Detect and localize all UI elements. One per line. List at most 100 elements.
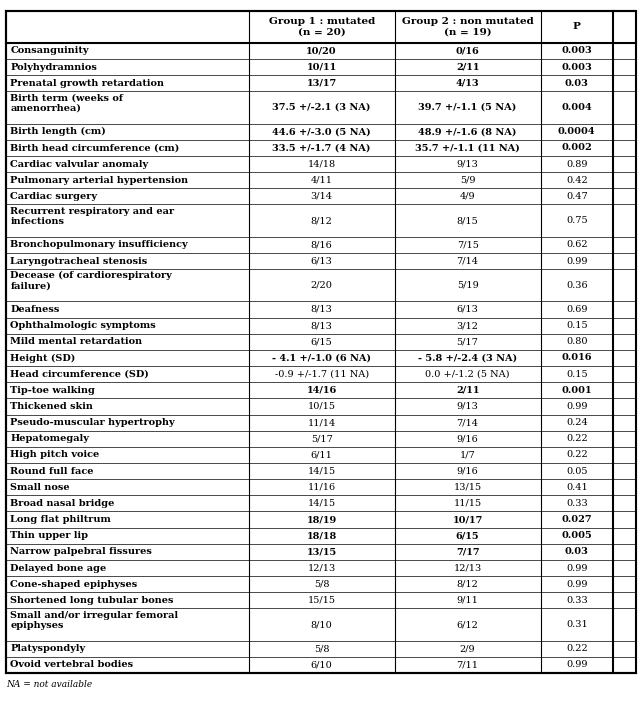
Text: 33.5 +/-1.7 (4 NA): 33.5 +/-1.7 (4 NA): [272, 143, 371, 153]
Text: 5/8: 5/8: [314, 580, 329, 588]
Text: 9/16: 9/16: [456, 467, 478, 475]
Text: 3/12: 3/12: [456, 321, 478, 330]
Text: 7/15: 7/15: [456, 240, 478, 250]
Text: 0.016: 0.016: [562, 354, 592, 363]
Text: Shortened long tubular bones: Shortened long tubular bones: [10, 596, 174, 605]
Text: 0.22: 0.22: [566, 434, 587, 444]
Text: 13/17: 13/17: [306, 79, 337, 88]
Text: 5/17: 5/17: [311, 434, 333, 444]
Text: 0.99: 0.99: [566, 661, 587, 669]
Text: Hepatomegaly: Hepatomegaly: [10, 434, 89, 444]
Text: 0.002: 0.002: [561, 143, 592, 153]
Text: 11/16: 11/16: [308, 483, 336, 491]
Text: 0.0 +/-1.2 (5 NA): 0.0 +/-1.2 (5 NA): [426, 370, 510, 379]
Text: Cardiac surgery: Cardiac surgery: [10, 192, 98, 201]
Text: 0.69: 0.69: [566, 305, 587, 314]
Text: 10/11: 10/11: [306, 63, 337, 72]
Text: 0/16: 0/16: [456, 46, 480, 56]
Text: Tip-toe walking: Tip-toe walking: [10, 386, 95, 395]
Text: 2/20: 2/20: [311, 280, 333, 290]
Text: Mild mental retardation: Mild mental retardation: [10, 337, 143, 347]
Text: Polyhydramnios: Polyhydramnios: [10, 63, 97, 72]
Text: 10/20: 10/20: [306, 46, 337, 56]
Text: 0.005: 0.005: [561, 531, 592, 540]
Text: 0.80: 0.80: [566, 337, 587, 347]
Text: 0.99: 0.99: [566, 564, 587, 572]
Text: 0.24: 0.24: [566, 418, 587, 427]
Text: 14/15: 14/15: [308, 467, 336, 475]
Text: 0.027: 0.027: [562, 515, 592, 524]
Text: 5/19: 5/19: [456, 280, 478, 290]
Text: Thin upper lip: Thin upper lip: [10, 531, 88, 540]
Text: 2/9: 2/9: [460, 645, 476, 653]
Text: Small nose: Small nose: [10, 483, 70, 491]
Text: 0.001: 0.001: [562, 386, 592, 395]
Text: 13/15: 13/15: [306, 548, 337, 556]
Text: Deafness: Deafness: [10, 305, 60, 314]
Text: 48.9 +/-1.6 (8 NA): 48.9 +/-1.6 (8 NA): [419, 127, 517, 136]
Text: 39.7 +/-1.1 (5 NA): 39.7 +/-1.1 (5 NA): [419, 103, 517, 112]
Text: 18/19: 18/19: [306, 515, 337, 524]
Text: 0.05: 0.05: [566, 467, 587, 475]
Text: Pseudo-muscular hypertrophy: Pseudo-muscular hypertrophy: [10, 418, 175, 427]
Text: 14/18: 14/18: [308, 160, 336, 169]
Text: 6/13: 6/13: [456, 305, 478, 314]
Text: 0.36: 0.36: [566, 280, 587, 290]
Text: 44.6 +/-3.0 (5 NA): 44.6 +/-3.0 (5 NA): [272, 127, 371, 136]
Text: Platyspondyly: Platyspondyly: [10, 645, 85, 653]
Text: Pulmonary arterial hypertension: Pulmonary arterial hypertension: [10, 176, 188, 185]
Text: 14/16: 14/16: [306, 386, 337, 395]
Text: 0.15: 0.15: [566, 370, 587, 379]
Text: Broad nasal bridge: Broad nasal bridge: [10, 499, 115, 508]
Text: Head circumference (SD): Head circumference (SD): [10, 370, 149, 379]
Text: 0.0004: 0.0004: [558, 127, 596, 136]
Text: 8/13: 8/13: [311, 305, 333, 314]
Text: Ophthalmologic symptoms: Ophthalmologic symptoms: [10, 321, 156, 330]
Text: 0.004: 0.004: [561, 103, 592, 112]
Text: Birth head circumference (cm): Birth head circumference (cm): [10, 143, 180, 153]
Text: Long flat philtrum: Long flat philtrum: [10, 515, 111, 524]
Text: 12/13: 12/13: [308, 564, 336, 572]
Text: 8/12: 8/12: [311, 216, 333, 225]
Text: Group 2 : non mutated
(n = 19): Group 2 : non mutated (n = 19): [402, 17, 534, 37]
Text: 0.41: 0.41: [566, 483, 587, 491]
Text: 0.62: 0.62: [566, 240, 587, 250]
Text: Cone-shaped epiphyses: Cone-shaped epiphyses: [10, 580, 137, 588]
Text: Height (SD): Height (SD): [10, 354, 76, 363]
Text: 5/8: 5/8: [314, 645, 329, 653]
Text: 4/11: 4/11: [311, 176, 333, 185]
Text: - 4.1 +/-1.0 (6 NA): - 4.1 +/-1.0 (6 NA): [272, 354, 371, 363]
Text: 4/13: 4/13: [456, 79, 480, 88]
Text: Recurrent respiratory and ear
infections: Recurrent respiratory and ear infections: [10, 207, 175, 226]
Text: 11/15: 11/15: [453, 499, 482, 508]
Text: 6/15: 6/15: [456, 531, 480, 540]
Text: Delayed bone age: Delayed bone age: [10, 564, 107, 572]
Text: Cardiac valvular anomaly: Cardiac valvular anomaly: [10, 160, 148, 169]
Text: 0.22: 0.22: [566, 451, 587, 460]
Text: Round full face: Round full face: [10, 467, 94, 475]
Text: 1/7: 1/7: [460, 451, 476, 460]
Text: 14/15: 14/15: [308, 499, 336, 508]
Text: 8/10: 8/10: [311, 620, 333, 629]
Text: 9/13: 9/13: [456, 160, 478, 169]
Text: 0.33: 0.33: [566, 596, 587, 605]
Text: 0.42: 0.42: [566, 176, 587, 185]
Text: 2/11: 2/11: [456, 386, 480, 395]
Text: 0.22: 0.22: [566, 645, 587, 653]
Text: -0.9 +/-1.7 (11 NA): -0.9 +/-1.7 (11 NA): [275, 370, 369, 379]
Text: Bronchopulmonary insufficiency: Bronchopulmonary insufficiency: [10, 240, 188, 250]
Text: Thickened skin: Thickened skin: [10, 402, 93, 411]
Text: 2/11: 2/11: [456, 63, 480, 72]
Text: 5/9: 5/9: [460, 176, 475, 185]
Text: 4/9: 4/9: [460, 192, 476, 201]
Text: 15/15: 15/15: [308, 596, 336, 605]
Text: 12/13: 12/13: [453, 564, 482, 572]
Text: Small and/or irregular femoral
epiphyses: Small and/or irregular femoral epiphyses: [10, 610, 178, 630]
Text: 10/17: 10/17: [453, 515, 483, 524]
Text: Birth term (weeks of
amenorrhea): Birth term (weeks of amenorrhea): [10, 93, 123, 113]
Text: Laryngotracheal stenosis: Laryngotracheal stenosis: [10, 257, 148, 266]
Text: Group 1 : mutated
(n = 20): Group 1 : mutated (n = 20): [268, 17, 375, 37]
Text: 18/18: 18/18: [306, 531, 337, 540]
Text: 0.99: 0.99: [566, 580, 587, 588]
Text: 0.47: 0.47: [566, 192, 587, 201]
